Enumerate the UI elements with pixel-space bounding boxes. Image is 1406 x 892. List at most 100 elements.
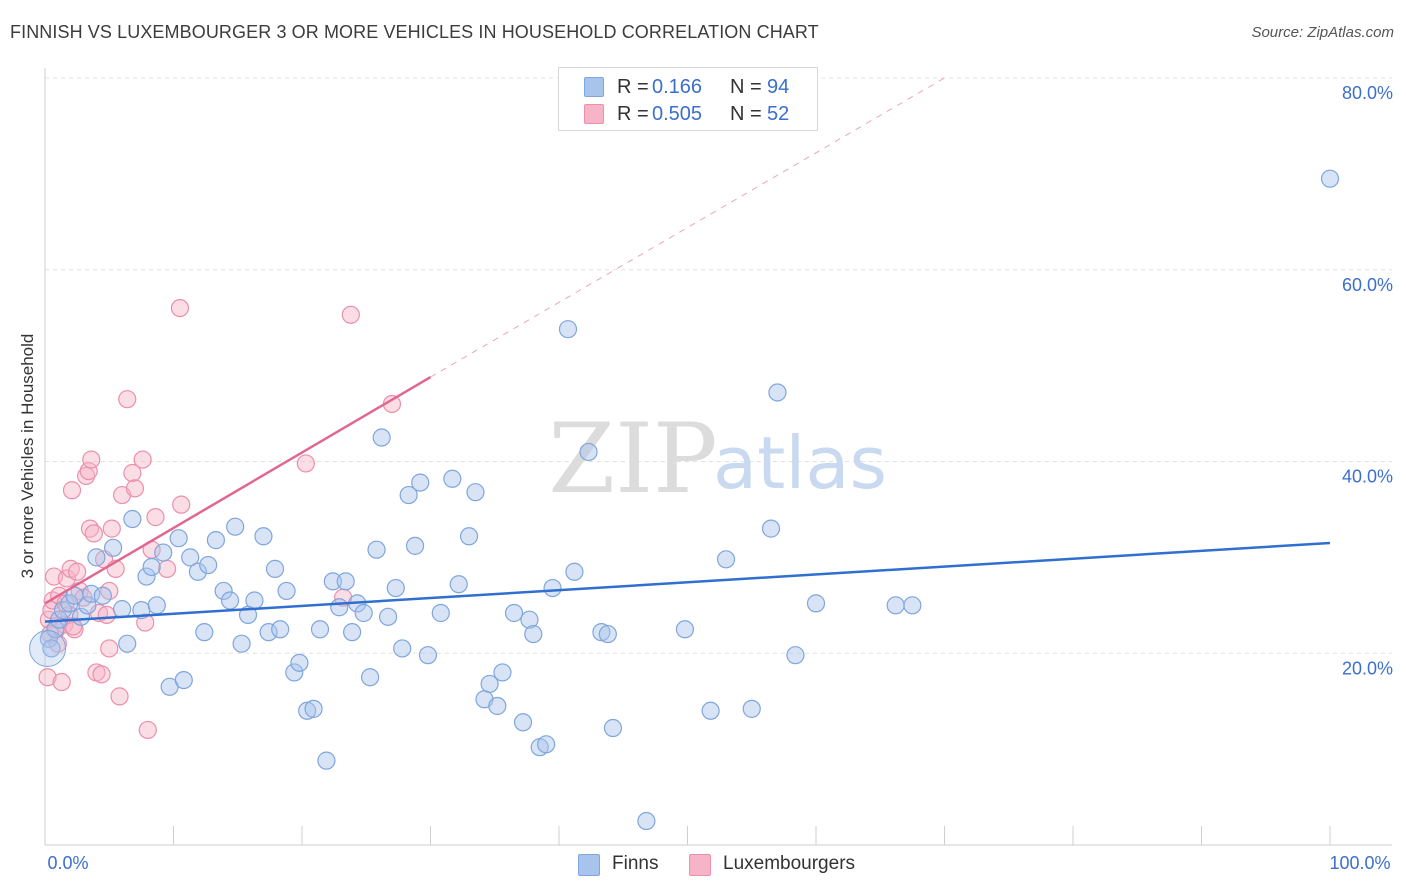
luxembourgers-point <box>296 454 315 473</box>
finns-point <box>361 668 380 687</box>
luxembourgers-point <box>123 463 142 483</box>
luxembourgers-point <box>341 305 360 324</box>
luxembourgers-point <box>79 461 98 481</box>
finns-point <box>174 670 193 690</box>
finns-point <box>336 572 355 591</box>
luxembourgers-point <box>52 672 71 692</box>
watermark-atlas: atlas <box>713 421 887 505</box>
finns-point <box>112 600 132 619</box>
tick-labels: 0.0% 100.0% 20.0% 40.0% 60.0% 80.0% <box>47 83 1393 873</box>
finns-point <box>1320 169 1340 188</box>
finns-point <box>372 428 391 447</box>
finns-point <box>226 517 245 536</box>
legend-label-luxembourgers: Luxembourgers <box>723 853 856 874</box>
finns-point <box>431 603 450 623</box>
finns-point <box>285 663 304 682</box>
finns-point <box>310 620 330 639</box>
grid-layer <box>45 77 1392 654</box>
source-label: Source: ZipAtlas.com <box>1251 24 1394 41</box>
finns-point <box>343 623 362 642</box>
trend-layer <box>44 77 1331 623</box>
luxembourgers-point <box>57 569 76 588</box>
luxembourgers-point <box>133 450 152 469</box>
finns-point <box>147 596 166 615</box>
finns-point <box>220 591 240 610</box>
finns-point <box>592 623 611 642</box>
finns-point <box>206 531 226 550</box>
watermark: ZIP atlas <box>548 403 887 515</box>
luxembourgers-point <box>118 390 137 409</box>
finns-point <box>259 623 278 642</box>
finns-point <box>199 555 218 575</box>
finns-point <box>82 584 101 603</box>
finns-point <box>675 620 695 639</box>
finns-point <box>565 562 584 581</box>
finns-point <box>449 575 468 594</box>
luxembourgers-point <box>102 519 121 538</box>
y-tick-label: 40.0% <box>1342 467 1393 487</box>
finns-point <box>169 529 188 548</box>
luxembourgers-point <box>172 495 191 514</box>
finns-point <box>137 567 156 586</box>
finns-point <box>154 543 173 562</box>
finns-point <box>405 536 425 555</box>
finns-point <box>399 485 418 505</box>
luxembourgers-point <box>138 720 157 740</box>
finns-point <box>188 562 208 581</box>
x-tick-label: 100.0% <box>1329 853 1390 873</box>
finns-point <box>277 581 296 601</box>
legend-n-label: N = <box>730 76 762 98</box>
finns-point <box>142 557 161 577</box>
finns-point <box>903 596 922 615</box>
finns-point <box>520 610 539 629</box>
finns-point <box>232 634 251 653</box>
luxembourgers-point <box>84 524 103 543</box>
finns-point <box>558 320 578 339</box>
correlation-legend: R = 0.166 N = 94 R = 0.505 N = 52 <box>558 67 818 131</box>
finns-point <box>761 519 781 538</box>
finns-point <box>386 578 405 598</box>
luxembourgers-point <box>100 639 119 658</box>
finns-point <box>411 473 430 492</box>
points-layer <box>29 169 1340 831</box>
legend-n-value: 52 <box>767 103 790 125</box>
luxembourgers-point <box>82 450 101 469</box>
finns-point <box>254 527 273 546</box>
luxembourgers-point <box>77 466 96 485</box>
luxembourgers-point <box>125 479 145 498</box>
finns-point <box>886 596 905 615</box>
finns-point <box>354 603 373 623</box>
chart-title: FINNISH VS LUXEMBOURGER 3 OR MORE VEHICL… <box>10 22 819 42</box>
watermark-zip: ZIP <box>548 403 717 515</box>
finns-point <box>245 591 264 610</box>
finns-point <box>701 701 720 720</box>
finns-point <box>637 811 656 831</box>
finns-point <box>393 639 412 658</box>
finns-point <box>418 646 438 665</box>
finns-point <box>271 620 290 639</box>
luxembourgers-point <box>97 605 116 625</box>
finns-point <box>466 483 485 502</box>
finns-point <box>265 559 285 578</box>
luxembourgers-point <box>68 562 87 581</box>
finns-point <box>323 572 342 591</box>
legend-swatch-finns <box>584 77 604 97</box>
finns-point <box>29 629 67 667</box>
luxembourgers-trend-extension <box>430 77 945 378</box>
finns-point <box>367 540 386 559</box>
finns-point <box>579 442 598 462</box>
finns-point <box>543 578 562 598</box>
finns-point <box>87 548 106 567</box>
finns-point <box>317 751 336 770</box>
legend-swatch-finns <box>578 854 600 876</box>
finns-point <box>195 623 214 642</box>
finns-point <box>104 538 123 557</box>
finns-point <box>786 646 805 665</box>
finns-point <box>459 527 479 546</box>
luxembourgers-point <box>110 687 129 706</box>
finns-point <box>123 509 142 529</box>
finns-point <box>806 594 826 613</box>
finns-point <box>504 603 524 623</box>
legend-label-finns: Finns <box>612 853 659 874</box>
